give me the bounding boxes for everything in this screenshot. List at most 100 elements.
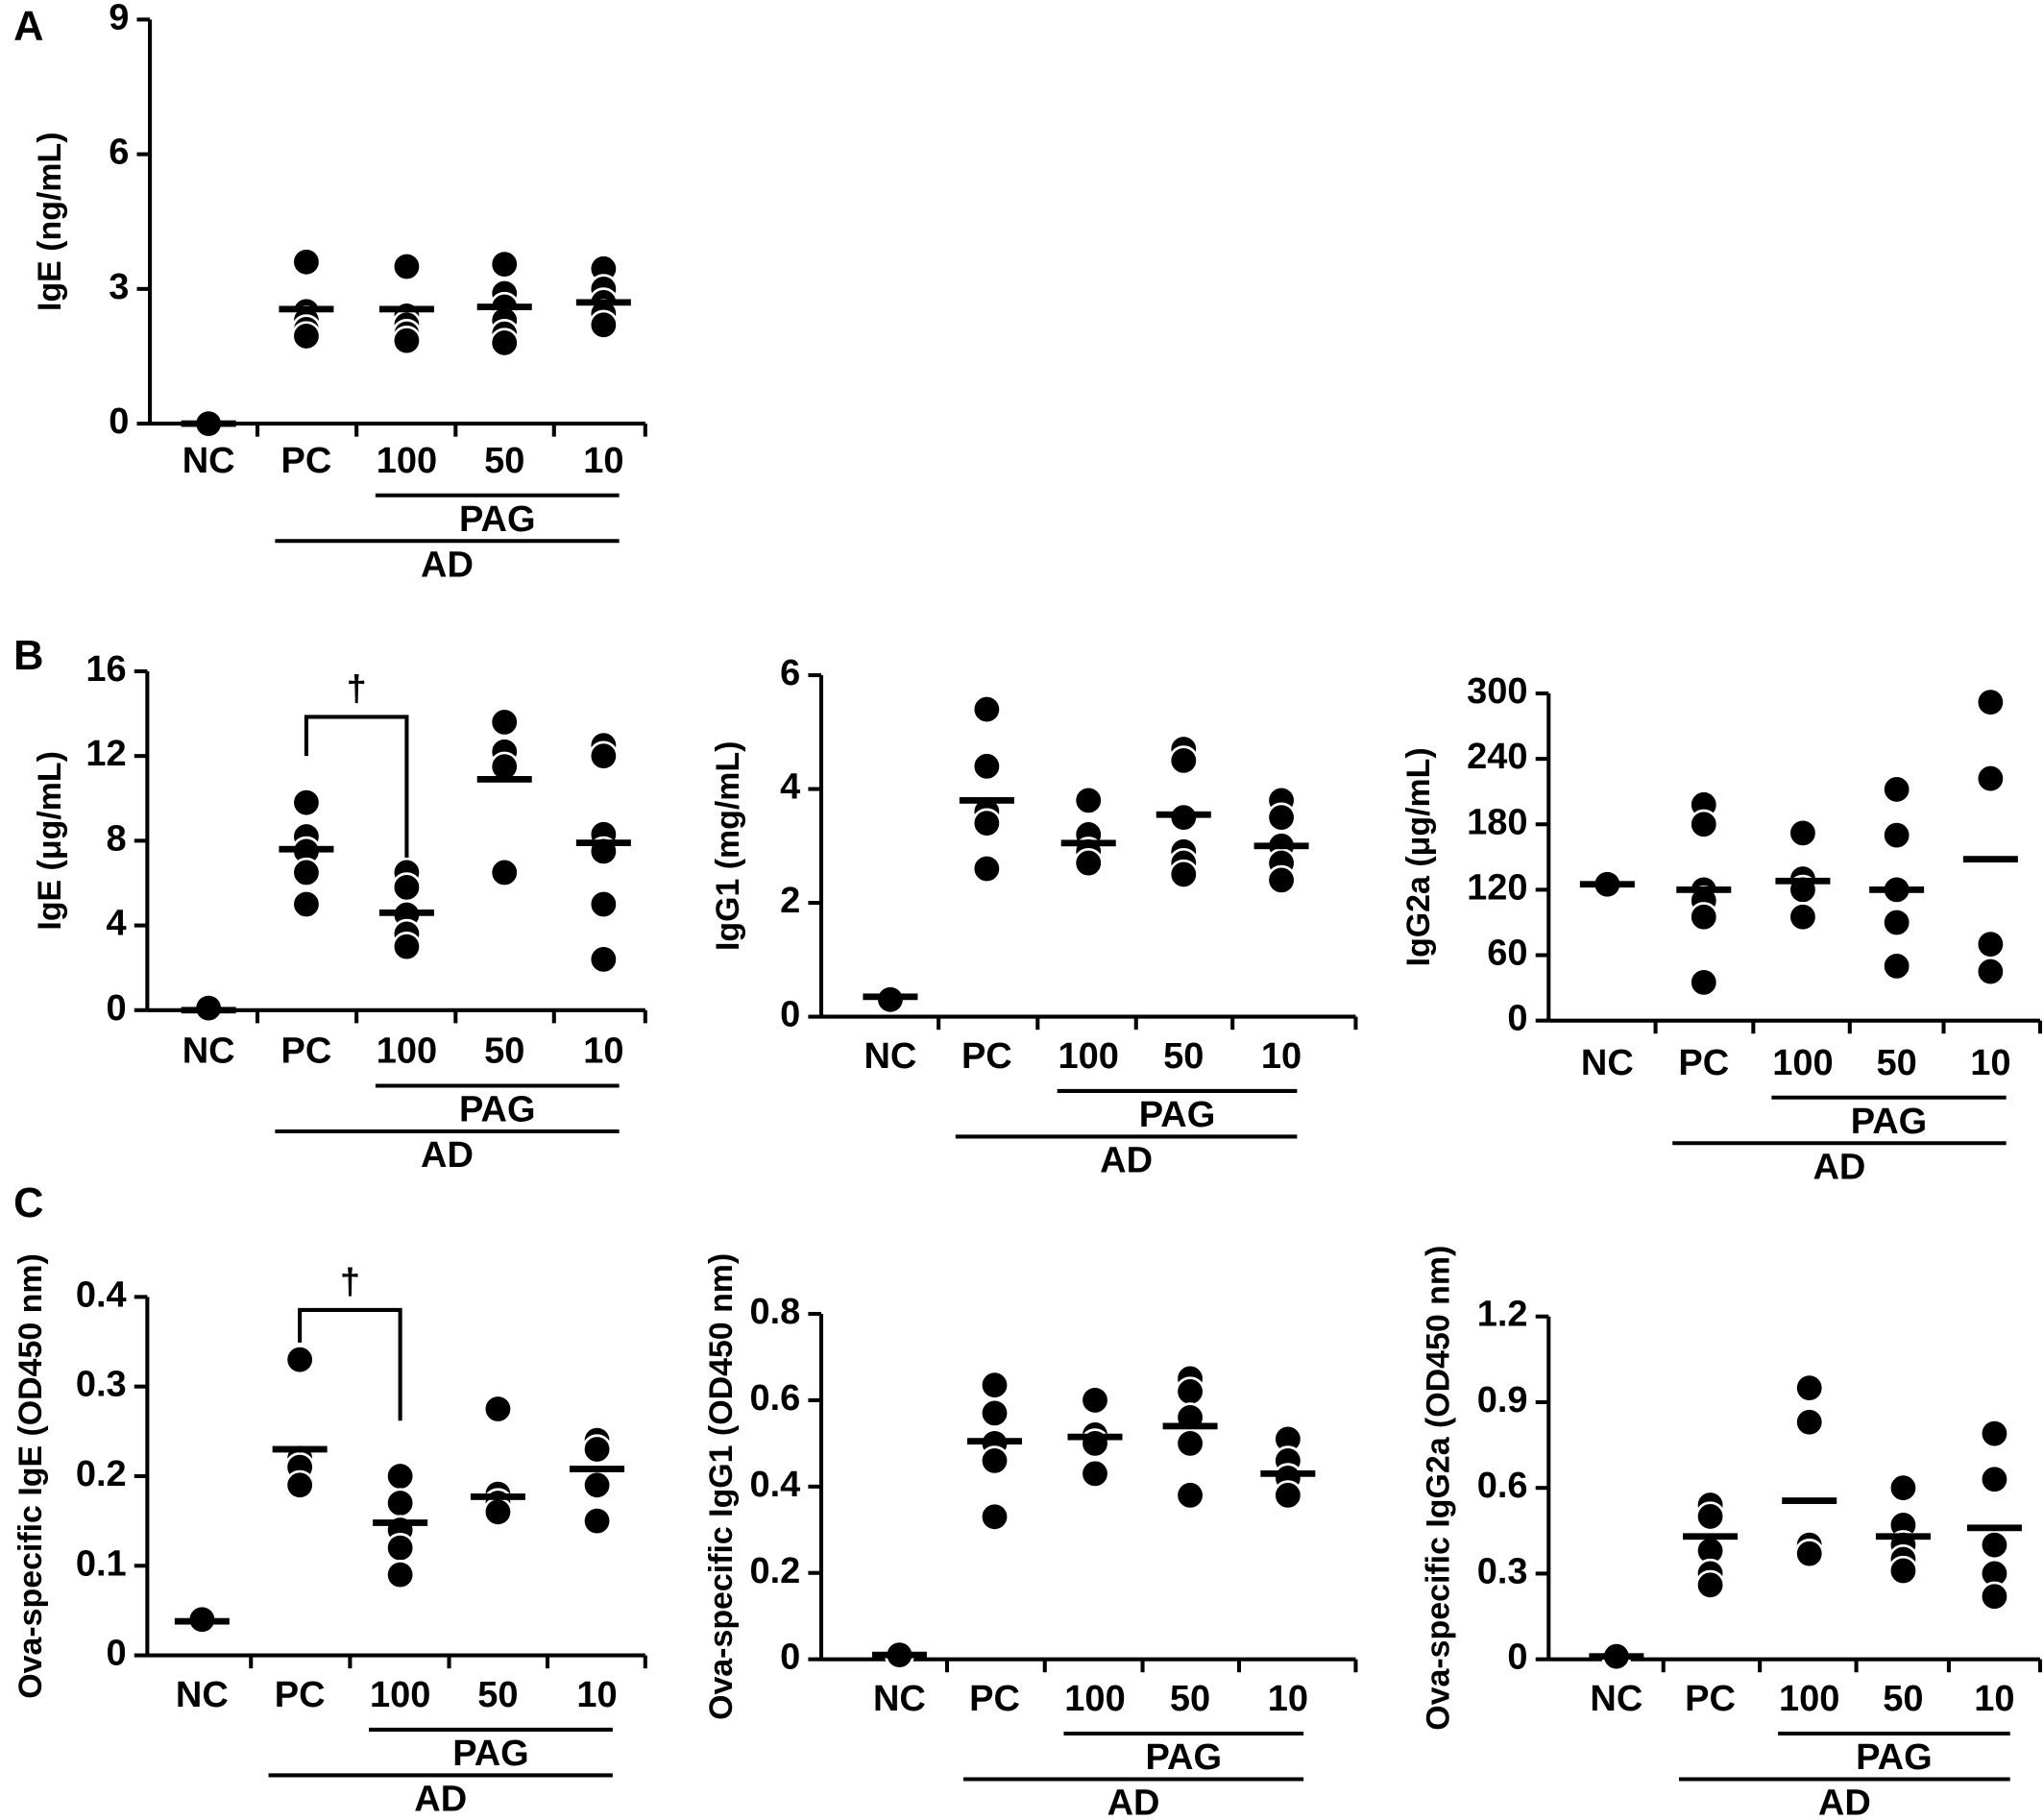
dot [1689, 902, 1719, 933]
x-tick-label: 50 [1170, 1679, 1210, 1719]
mean-bar [1775, 877, 1831, 885]
y-axis-label: Ova-specific IgE (OD450 nm) [12, 1253, 49, 1699]
y-axis-label: IgG1 (mg/mL) [710, 741, 746, 952]
group-label: AD [1107, 1784, 1160, 1820]
dot [385, 1488, 416, 1518]
y-tick-label: 240 [1467, 737, 1527, 777]
mean-bar [279, 845, 334, 853]
mean-bar [1683, 1533, 1739, 1541]
x-tick-label: 10 [576, 1675, 617, 1715]
mean-bar [470, 1493, 525, 1500]
mean-bar [378, 909, 434, 916]
dot [588, 740, 619, 771]
y-tick-label: 0.4 [76, 1274, 127, 1315]
dot [1694, 1501, 1726, 1532]
mean-bar [373, 1519, 428, 1526]
y-axis-label: IgE (ng/mL) [32, 132, 68, 310]
dot [1694, 1569, 1726, 1600]
dot [1175, 1480, 1205, 1511]
dot [291, 788, 322, 818]
dot [489, 249, 520, 279]
y-tick-label: 1.2 [1477, 1295, 1528, 1335]
y-tick-label: 0.6 [749, 1378, 800, 1419]
dot [284, 1469, 315, 1500]
y-tick-label: 0.1 [76, 1543, 127, 1584]
y-tick-label: 0 [1507, 1638, 1527, 1678]
group-label: AD [1100, 1141, 1153, 1181]
group-label: PAG [459, 1090, 536, 1130]
group-label: AD [421, 1135, 474, 1176]
y-tick-label: 0.2 [76, 1454, 127, 1494]
y-axis-label: Ova-specific IgG2a (OD450 nm) [1421, 1246, 1457, 1731]
y-tick-label: 0.8 [749, 1292, 800, 1332]
dot [1266, 802, 1297, 833]
dot [1882, 951, 1912, 982]
dot [1975, 956, 2006, 987]
dot [391, 251, 423, 282]
dot [385, 1533, 416, 1564]
dot [1080, 1458, 1110, 1489]
x-tick-label: 100 [377, 1031, 437, 1072]
x-tick-label: 10 [1970, 1043, 2010, 1083]
dot [1168, 745, 1199, 776]
dot [1794, 1407, 1825, 1438]
y-tick-label: 120 [1467, 867, 1527, 908]
y-tick-label: 12 [85, 734, 126, 774]
dot [581, 1506, 613, 1537]
mean-bar [378, 305, 434, 313]
dot [979, 1501, 1010, 1532]
y-tick-label: 8 [107, 818, 127, 859]
dot [489, 328, 520, 358]
y-tick-label: 4 [780, 767, 800, 808]
dot [489, 707, 520, 738]
mean-bar [1260, 1469, 1316, 1477]
y-axis-label: IgE (μg/mL) [32, 751, 68, 930]
mean-bar [181, 420, 236, 427]
dot [1882, 820, 1912, 851]
dot [971, 808, 1002, 838]
dot [1979, 1464, 2010, 1494]
x-tick-label: NC [176, 1675, 229, 1715]
dot [291, 247, 322, 278]
x-tick-label: 50 [477, 1675, 518, 1715]
y-tick-label: 6 [109, 133, 129, 173]
dot [1979, 1581, 2010, 1612]
dot [482, 1496, 514, 1527]
y-tick-label: 4 [107, 904, 127, 944]
dot [391, 872, 423, 903]
x-tick-label: 100 [1779, 1679, 1839, 1719]
dot [391, 325, 423, 356]
x-tick-label: 50 [1877, 1043, 1917, 1083]
x-tick-label: NC [182, 1031, 235, 1072]
y-tick-label: 6 [780, 653, 800, 693]
dot [588, 309, 619, 340]
x-tick-label: 10 [583, 1031, 623, 1072]
mean-bar [1162, 1422, 1218, 1430]
dot [1689, 809, 1719, 839]
mean-bar [181, 1007, 236, 1014]
significance-mark: † [347, 668, 367, 709]
y-tick-label: 0.4 [749, 1465, 800, 1505]
dot [1794, 1538, 1825, 1569]
y-tick-label: 0 [780, 1638, 800, 1678]
dot [482, 1394, 514, 1424]
x-tick-label: PC [1678, 1043, 1729, 1083]
x-tick-label: NC [864, 1036, 916, 1077]
mean-bar [1253, 842, 1309, 850]
group-label: PAG [1851, 1102, 1928, 1142]
group-label: PAG [1139, 1095, 1216, 1135]
y-tick-label: 0.3 [1477, 1551, 1528, 1591]
group-label: AD [1813, 1147, 1865, 1187]
x-tick-label: 50 [1883, 1679, 1923, 1719]
dot [284, 1345, 315, 1375]
dot [385, 1560, 416, 1590]
x-tick-label: PC [1685, 1679, 1736, 1719]
dot [1266, 864, 1297, 895]
x-tick-label: 50 [1163, 1036, 1204, 1077]
dot [1273, 1480, 1303, 1511]
mean-bar [1156, 811, 1211, 818]
dot [489, 857, 520, 888]
mean-bar [1060, 839, 1116, 847]
dot [1887, 1472, 1919, 1503]
dot [1080, 1385, 1110, 1416]
